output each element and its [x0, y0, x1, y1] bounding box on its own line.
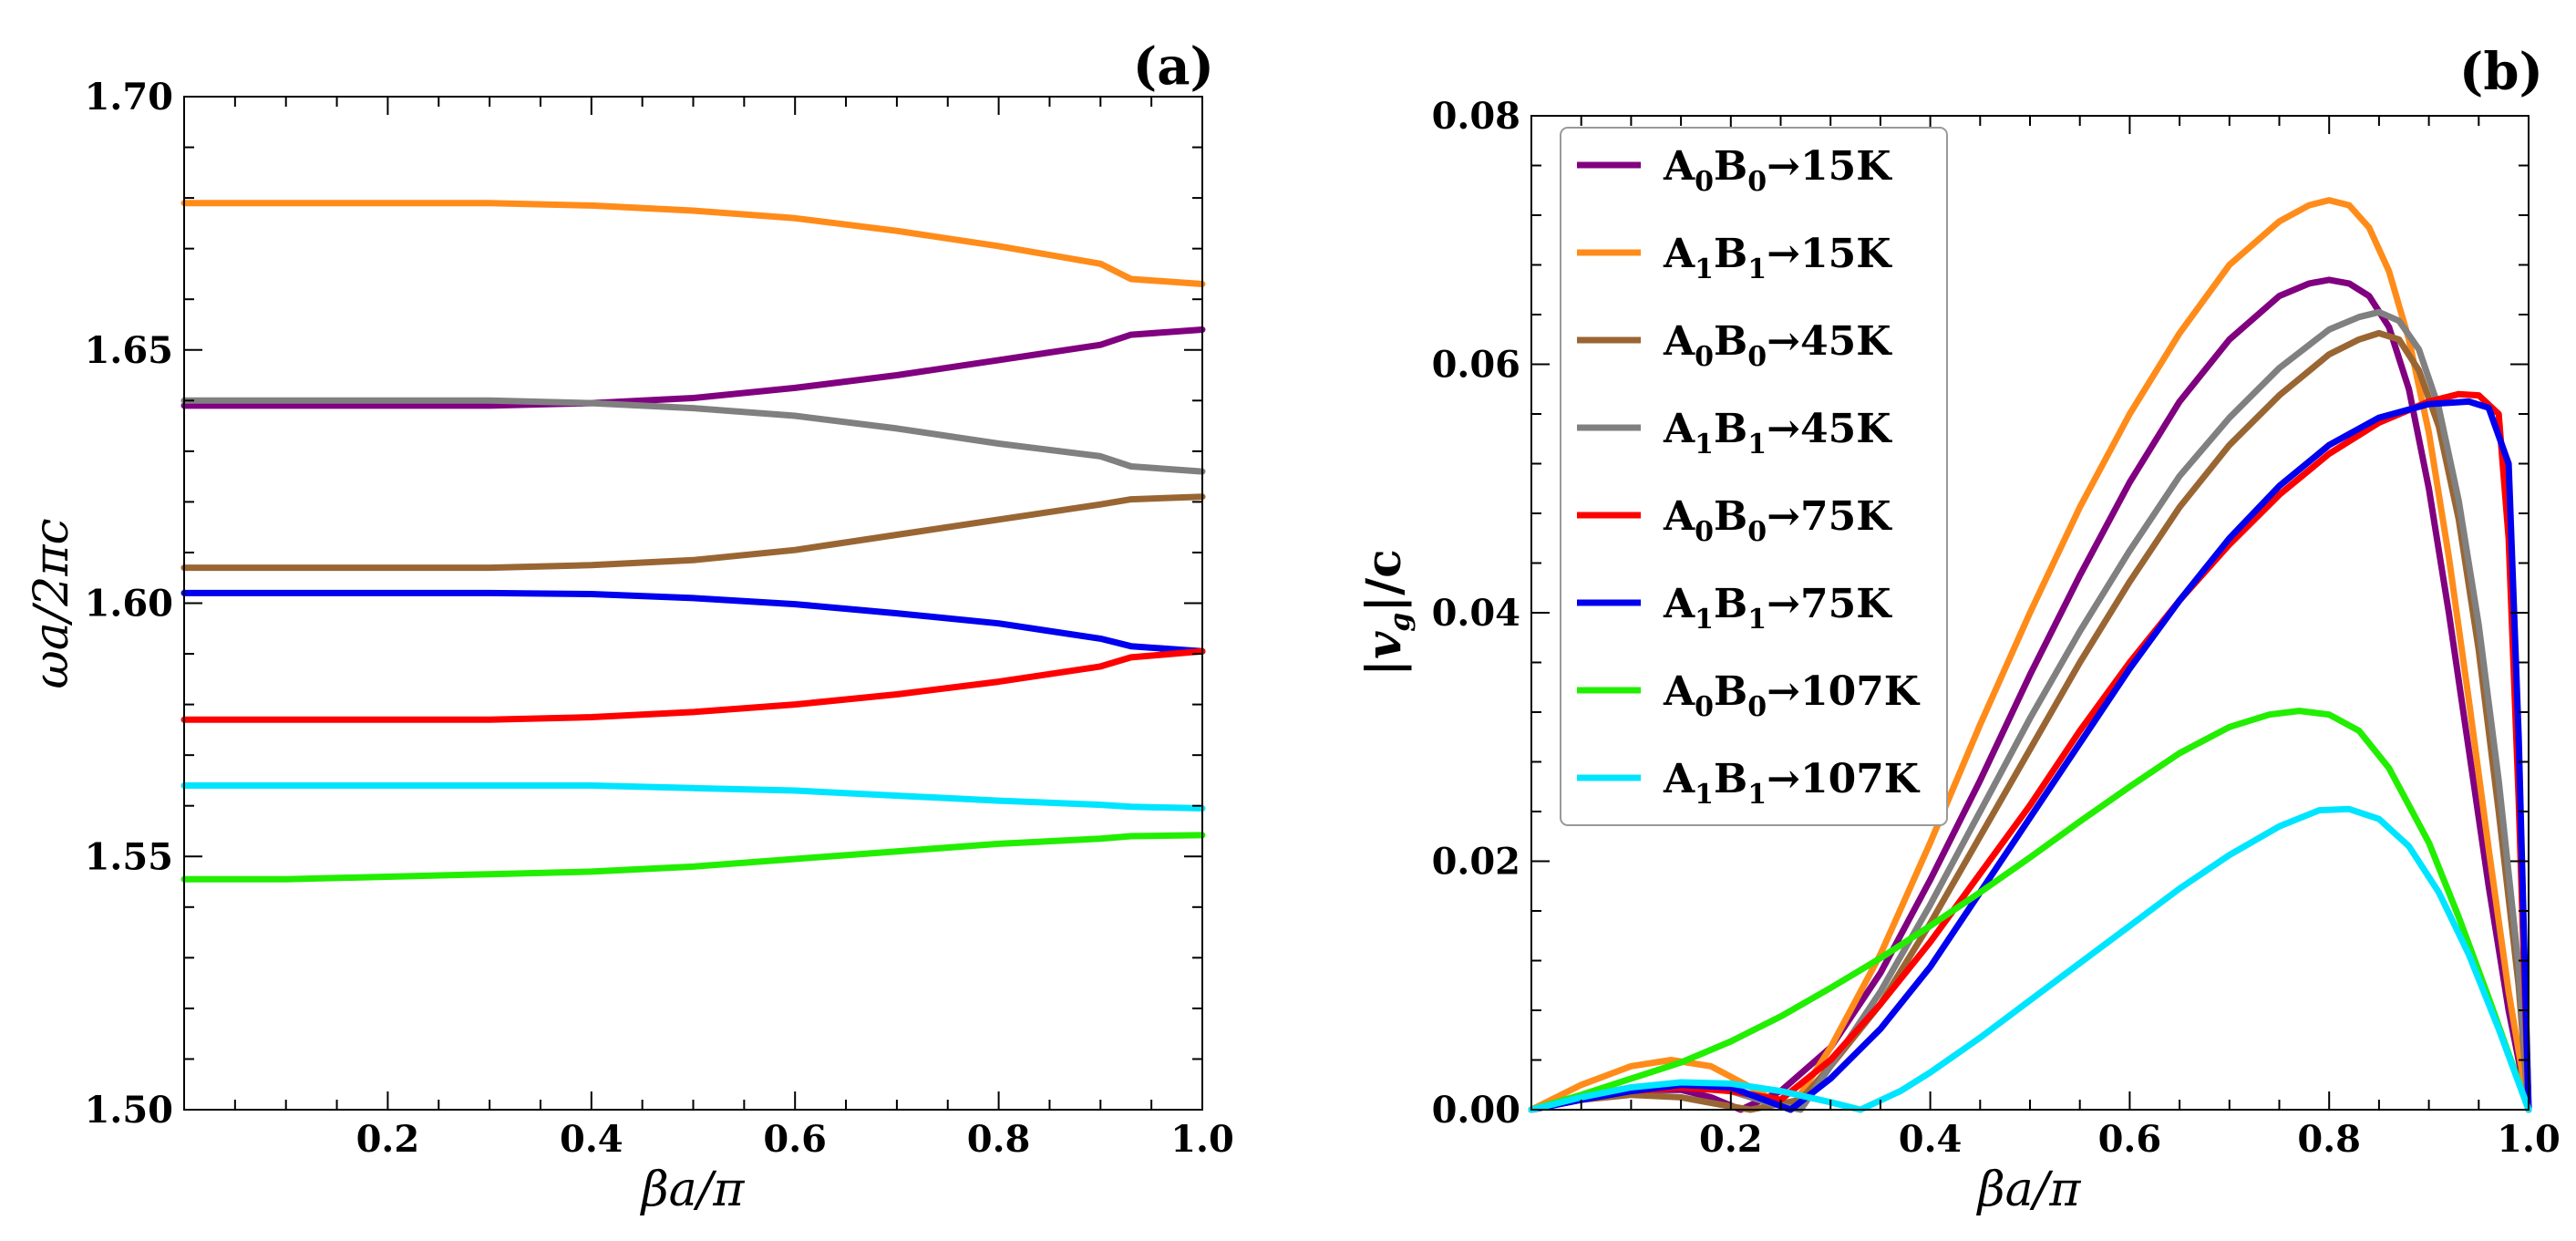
series-line-b-7	[1528, 708, 2532, 1113]
y-tick-label-b: 0.00	[1432, 1089, 1520, 1132]
panel-a-ylabel: ωa/2πc	[25, 518, 79, 688]
series-line-a-5	[180, 589, 1206, 655]
panel-b-xlabel: βa/π	[1976, 1163, 2082, 1217]
series-line-b-8	[1528, 805, 2532, 1113]
panel-a-series	[180, 200, 1206, 883]
legend-label: A1B1→45K	[1663, 406, 1892, 460]
panel-a-ticks: 0.2 0.4 0.6 0.8 1.0 1.50 1.55 1.60 1.65 1.70	[85, 76, 1234, 1161]
x-tick-label-a: 1.0	[1170, 1118, 1234, 1161]
series-line-a-2	[180, 326, 1206, 409]
y-tick-label-a: 1.65	[85, 329, 173, 372]
x-tick-label-a: 0.8	[967, 1118, 1031, 1161]
y-tick-label-b: 0.08	[1432, 95, 1520, 138]
series-line-b-3	[1528, 329, 2532, 1113]
legend: A0B0→15K A1B1→15K A0B0→45K A1B1→45K A0B0→75K…	[1560, 127, 1948, 826]
legend-label: A0B0→75K	[1663, 493, 1892, 548]
series-line-a-6	[180, 647, 1206, 723]
panel-b-ylabel: |vg|/c	[1356, 549, 1417, 677]
panel-a-frame	[183, 96, 1203, 1111]
panel-a-xlabel: βa/π	[640, 1163, 746, 1217]
legend-label: A0B0→45K	[1663, 318, 1892, 373]
series-line-a-8	[180, 832, 1206, 883]
legend-label: A1B1→75K	[1663, 581, 1892, 636]
legend-label: A1B1→107K	[1663, 756, 1921, 811]
panel-a-label: (a)	[1133, 36, 1214, 97]
series-line-b-5	[1528, 390, 2532, 1113]
legend-items: A0B0→15K A1B1→15K A0B0→45K A1B1→45K A0B0→75K…	[1577, 143, 1921, 811]
x-tick-label-a: 0.2	[356, 1118, 420, 1161]
series-line-a-1	[180, 200, 1206, 287]
x-tick-label-b: 1.0	[2497, 1118, 2561, 1161]
x-tick-label-b: 0.8	[2297, 1118, 2361, 1161]
legend-label: A0B0→107K	[1663, 668, 1921, 723]
x-tick-label-b: 0.6	[2098, 1118, 2162, 1161]
series-line-a-4	[180, 493, 1206, 572]
x-tick-label-a: 0.6	[763, 1118, 827, 1161]
panel-b: 0.2 0.4 0.6 0.8 1.00.000.020.040.060.08 (b) …	[1356, 42, 2561, 1217]
x-tick-label-b: 0.2	[1699, 1118, 1763, 1161]
panel-b-ticks: 0.2 0.4 0.6 0.8 1.0 0.00 0.02 0.04 0.06 0.08	[1432, 95, 2561, 1161]
legend-label: A1B1→15K	[1663, 231, 1892, 285]
y-tick-label-a: 1.60	[85, 583, 173, 626]
x-tick-label-b: 0.4	[1899, 1118, 1963, 1161]
series-line-a-7	[180, 782, 1206, 812]
series-line-a-3	[180, 397, 1206, 475]
series-line-b-2	[1528, 197, 2532, 1113]
y-tick-label-b: 0.04	[1432, 592, 1520, 635]
y-tick-label-a: 1.70	[85, 76, 173, 119]
y-tick-label-a: 1.55	[85, 835, 173, 878]
y-tick-label-b: 0.02	[1432, 841, 1520, 884]
x-tick-label-a: 0.4	[560, 1118, 623, 1161]
legend-box	[1560, 127, 1948, 826]
y-tick-label-a: 1.50	[85, 1089, 173, 1132]
panel-b-label: (b)	[2459, 42, 2543, 102]
series-line-b-6	[1528, 398, 2532, 1113]
panel-a: 0.2 0.4 0.6 0.8 1.01.501.551.601.651.70 (a) …	[25, 36, 1234, 1217]
legend-label: A0B0→15K	[1663, 143, 1892, 198]
y-tick-label-b: 0.06	[1432, 344, 1520, 387]
